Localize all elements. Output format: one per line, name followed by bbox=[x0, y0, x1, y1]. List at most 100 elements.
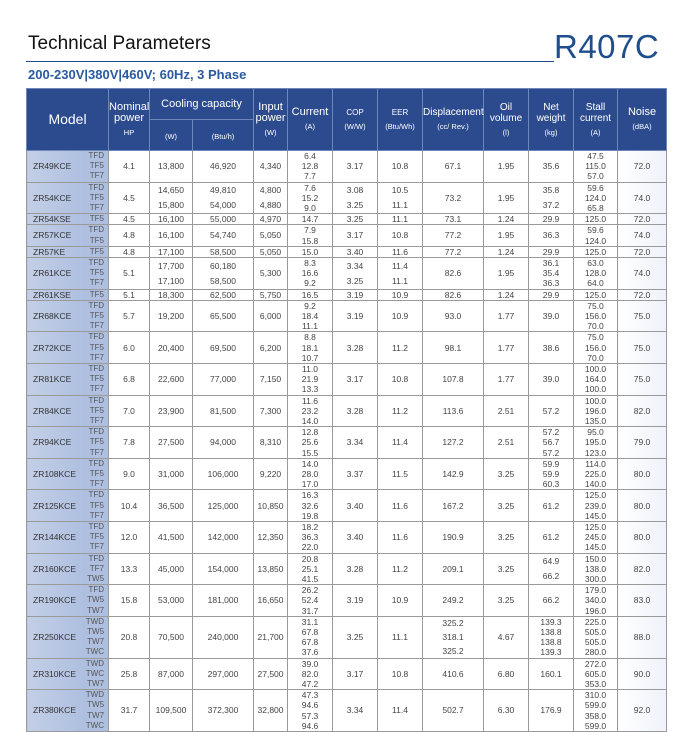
cell-stall: 114.0 225.0 140.0 bbox=[573, 457, 619, 491]
cell-cop-value: 3.40 bbox=[346, 500, 364, 511]
cell-hp-value: 4.8 bbox=[123, 246, 135, 257]
cell-weight-value: 36.3 bbox=[542, 278, 560, 289]
cell-hp-value: 6.8 bbox=[123, 374, 135, 385]
cell-w: 109,500 bbox=[149, 689, 194, 732]
cell-hp-value: 4.5 bbox=[123, 192, 135, 203]
model-name: ZR72KCE bbox=[26, 331, 83, 364]
cell-cop: 3.34 3.25 bbox=[332, 256, 379, 290]
cell-btu-value: 154,000 bbox=[207, 563, 239, 574]
variant-codes-value: TWC bbox=[85, 647, 105, 657]
cell-current-value: 67.8 bbox=[301, 637, 319, 648]
cell-btu-value: 125,000 bbox=[207, 500, 239, 511]
cell-btu: 181,000 bbox=[192, 584, 255, 617]
variant-codes-value: TWD bbox=[85, 690, 105, 700]
cell-eer: 10.9 bbox=[377, 299, 424, 333]
cell-btu: 54,740 bbox=[192, 224, 255, 247]
cell-stall: 125.0 bbox=[573, 288, 619, 301]
cell-btu-value: 55,000 bbox=[210, 214, 237, 225]
cell-w: 13,800 bbox=[149, 150, 194, 183]
cell-noise-value: 90.0 bbox=[633, 668, 651, 679]
cell-hp-value: 15.8 bbox=[120, 595, 138, 606]
cell-oil-value: 3.25 bbox=[497, 563, 515, 574]
variant-codes: TWD TW5 TW7 TWC bbox=[82, 689, 110, 732]
cell-current-value: 22.0 bbox=[301, 542, 319, 553]
cell-hp-value: 25.8 bbox=[120, 668, 138, 679]
variant-codes-value: TF5 bbox=[89, 268, 105, 278]
header-cooling-w: (W) bbox=[149, 119, 194, 151]
cell-stall-value: 135.0 bbox=[584, 415, 607, 426]
cell-oil-value: 1.77 bbox=[497, 374, 515, 385]
variant-codes-value: TW7 bbox=[87, 678, 105, 688]
cell-current-value: 37.6 bbox=[301, 647, 319, 658]
power-spec-subtitle: 200-230V|380V|460V; 60Hz, 3 Phase bbox=[28, 67, 247, 82]
cell-weight: 139.3 138.8 138.8 139.3 bbox=[528, 615, 575, 659]
title-divider bbox=[26, 61, 554, 62]
cell-input-value: 9,220 bbox=[259, 468, 282, 479]
cell-noise-value: 82.0 bbox=[633, 405, 651, 416]
cell-current-value: 94.6 bbox=[301, 720, 319, 731]
cell-stall-value: 70.0 bbox=[587, 352, 604, 363]
variant-codes-value: TF7 bbox=[89, 384, 105, 394]
cell-disp-value: 209.1 bbox=[442, 563, 464, 574]
cell-current-value: 25.1 bbox=[301, 563, 319, 574]
cell-disp: 325.2 318.1 325.2 bbox=[422, 615, 485, 659]
cell-btu-value: 181,000 bbox=[207, 595, 239, 606]
cell-eer-value: 11.4 bbox=[392, 705, 408, 716]
cell-oil-value: 3.25 bbox=[497, 595, 515, 606]
model-name: ZR190KCE bbox=[26, 584, 83, 617]
cell-cop-value: 3.40 bbox=[346, 532, 364, 543]
cell-hp: 12.0 bbox=[108, 520, 151, 554]
variant-codes-value: TFD bbox=[88, 258, 105, 267]
model-name: ZR57KCE bbox=[26, 224, 83, 247]
cell-current-value: 11.1 bbox=[302, 321, 318, 332]
variant-codes-value: TFD bbox=[88, 521, 105, 531]
cell-hp: 5.1 bbox=[108, 256, 151, 290]
variant-codes: TFD TF5 TF7 bbox=[82, 150, 110, 183]
cell-current-value: 82.0 bbox=[301, 668, 319, 679]
cell-current-value: 17.0 bbox=[301, 479, 319, 490]
cell-hp: 4.8 bbox=[108, 245, 151, 258]
model-name: ZR94KCE bbox=[26, 426, 83, 459]
cell-stall-value: 179.0 bbox=[584, 585, 607, 596]
cell-oil-value: 1.24 bbox=[497, 214, 515, 225]
variant-codes-value: TFD bbox=[88, 585, 105, 595]
cell-btu-value: 81,500 bbox=[210, 405, 237, 416]
cell-oil-value: 1.24 bbox=[497, 289, 515, 300]
cell-stall-value: 65.8 bbox=[587, 202, 604, 213]
cell-disp-value: 67.1 bbox=[444, 161, 462, 172]
cell-cop-value: 3.34 bbox=[346, 260, 364, 271]
cell-current: 16.3 32.6 19.8 bbox=[287, 489, 334, 522]
cell-cop: 3.34 bbox=[332, 426, 379, 459]
cell-w: 16,100 bbox=[149, 224, 194, 247]
variant-codes-value: TF7 bbox=[89, 171, 105, 181]
cell-disp: 502.7 bbox=[422, 689, 485, 732]
cell-disp-value: 142.9 bbox=[442, 468, 464, 479]
variant-codes: TFD TF5 TF7 bbox=[82, 299, 110, 333]
cell-stall: 63.0 128.0 64.0 bbox=[573, 256, 619, 290]
cell-stall-value: 114.0 bbox=[585, 458, 606, 469]
cell-current-value: 16.3 bbox=[301, 490, 319, 501]
cell-disp-value: 127.2 bbox=[442, 437, 464, 448]
cell-stall: 272.0 605.0 353.0 bbox=[573, 657, 619, 691]
cell-disp-value: 77.2 bbox=[444, 230, 462, 241]
cell-stall: 225.0 505.0 505.0 280.0 bbox=[573, 615, 619, 659]
cell-cop-value: 3.25 bbox=[346, 200, 364, 211]
cell-oil: 1.95 bbox=[483, 256, 530, 290]
cell-disp: 127.2 bbox=[422, 426, 485, 459]
variant-codes: TFD TF5 TF7 bbox=[82, 426, 110, 459]
cell-stall-value: 125.0 bbox=[584, 214, 607, 225]
cell-cop: 3.19 bbox=[332, 288, 379, 301]
cell-weight: 61.2 bbox=[528, 489, 575, 522]
cell-weight-value: 59.9 bbox=[542, 468, 560, 479]
variant-codes-value: TF5 bbox=[89, 235, 105, 245]
cell-hp: 4.1 bbox=[108, 150, 151, 183]
cell-btu: 297,000 bbox=[192, 657, 255, 691]
cell-hp-value: 5.7 bbox=[123, 310, 135, 321]
cell-hp-value: 5.1 bbox=[123, 289, 135, 300]
cell-stall-value: 353.0 bbox=[584, 678, 607, 689]
cell-eer-value: 11.6 bbox=[392, 532, 408, 543]
cell-input-value: 6,000 bbox=[259, 310, 282, 321]
cell-current-value: 11.0 bbox=[302, 363, 318, 374]
cell-stall-value: 123.0 bbox=[584, 447, 607, 458]
cell-input: 5,050 bbox=[253, 224, 289, 247]
